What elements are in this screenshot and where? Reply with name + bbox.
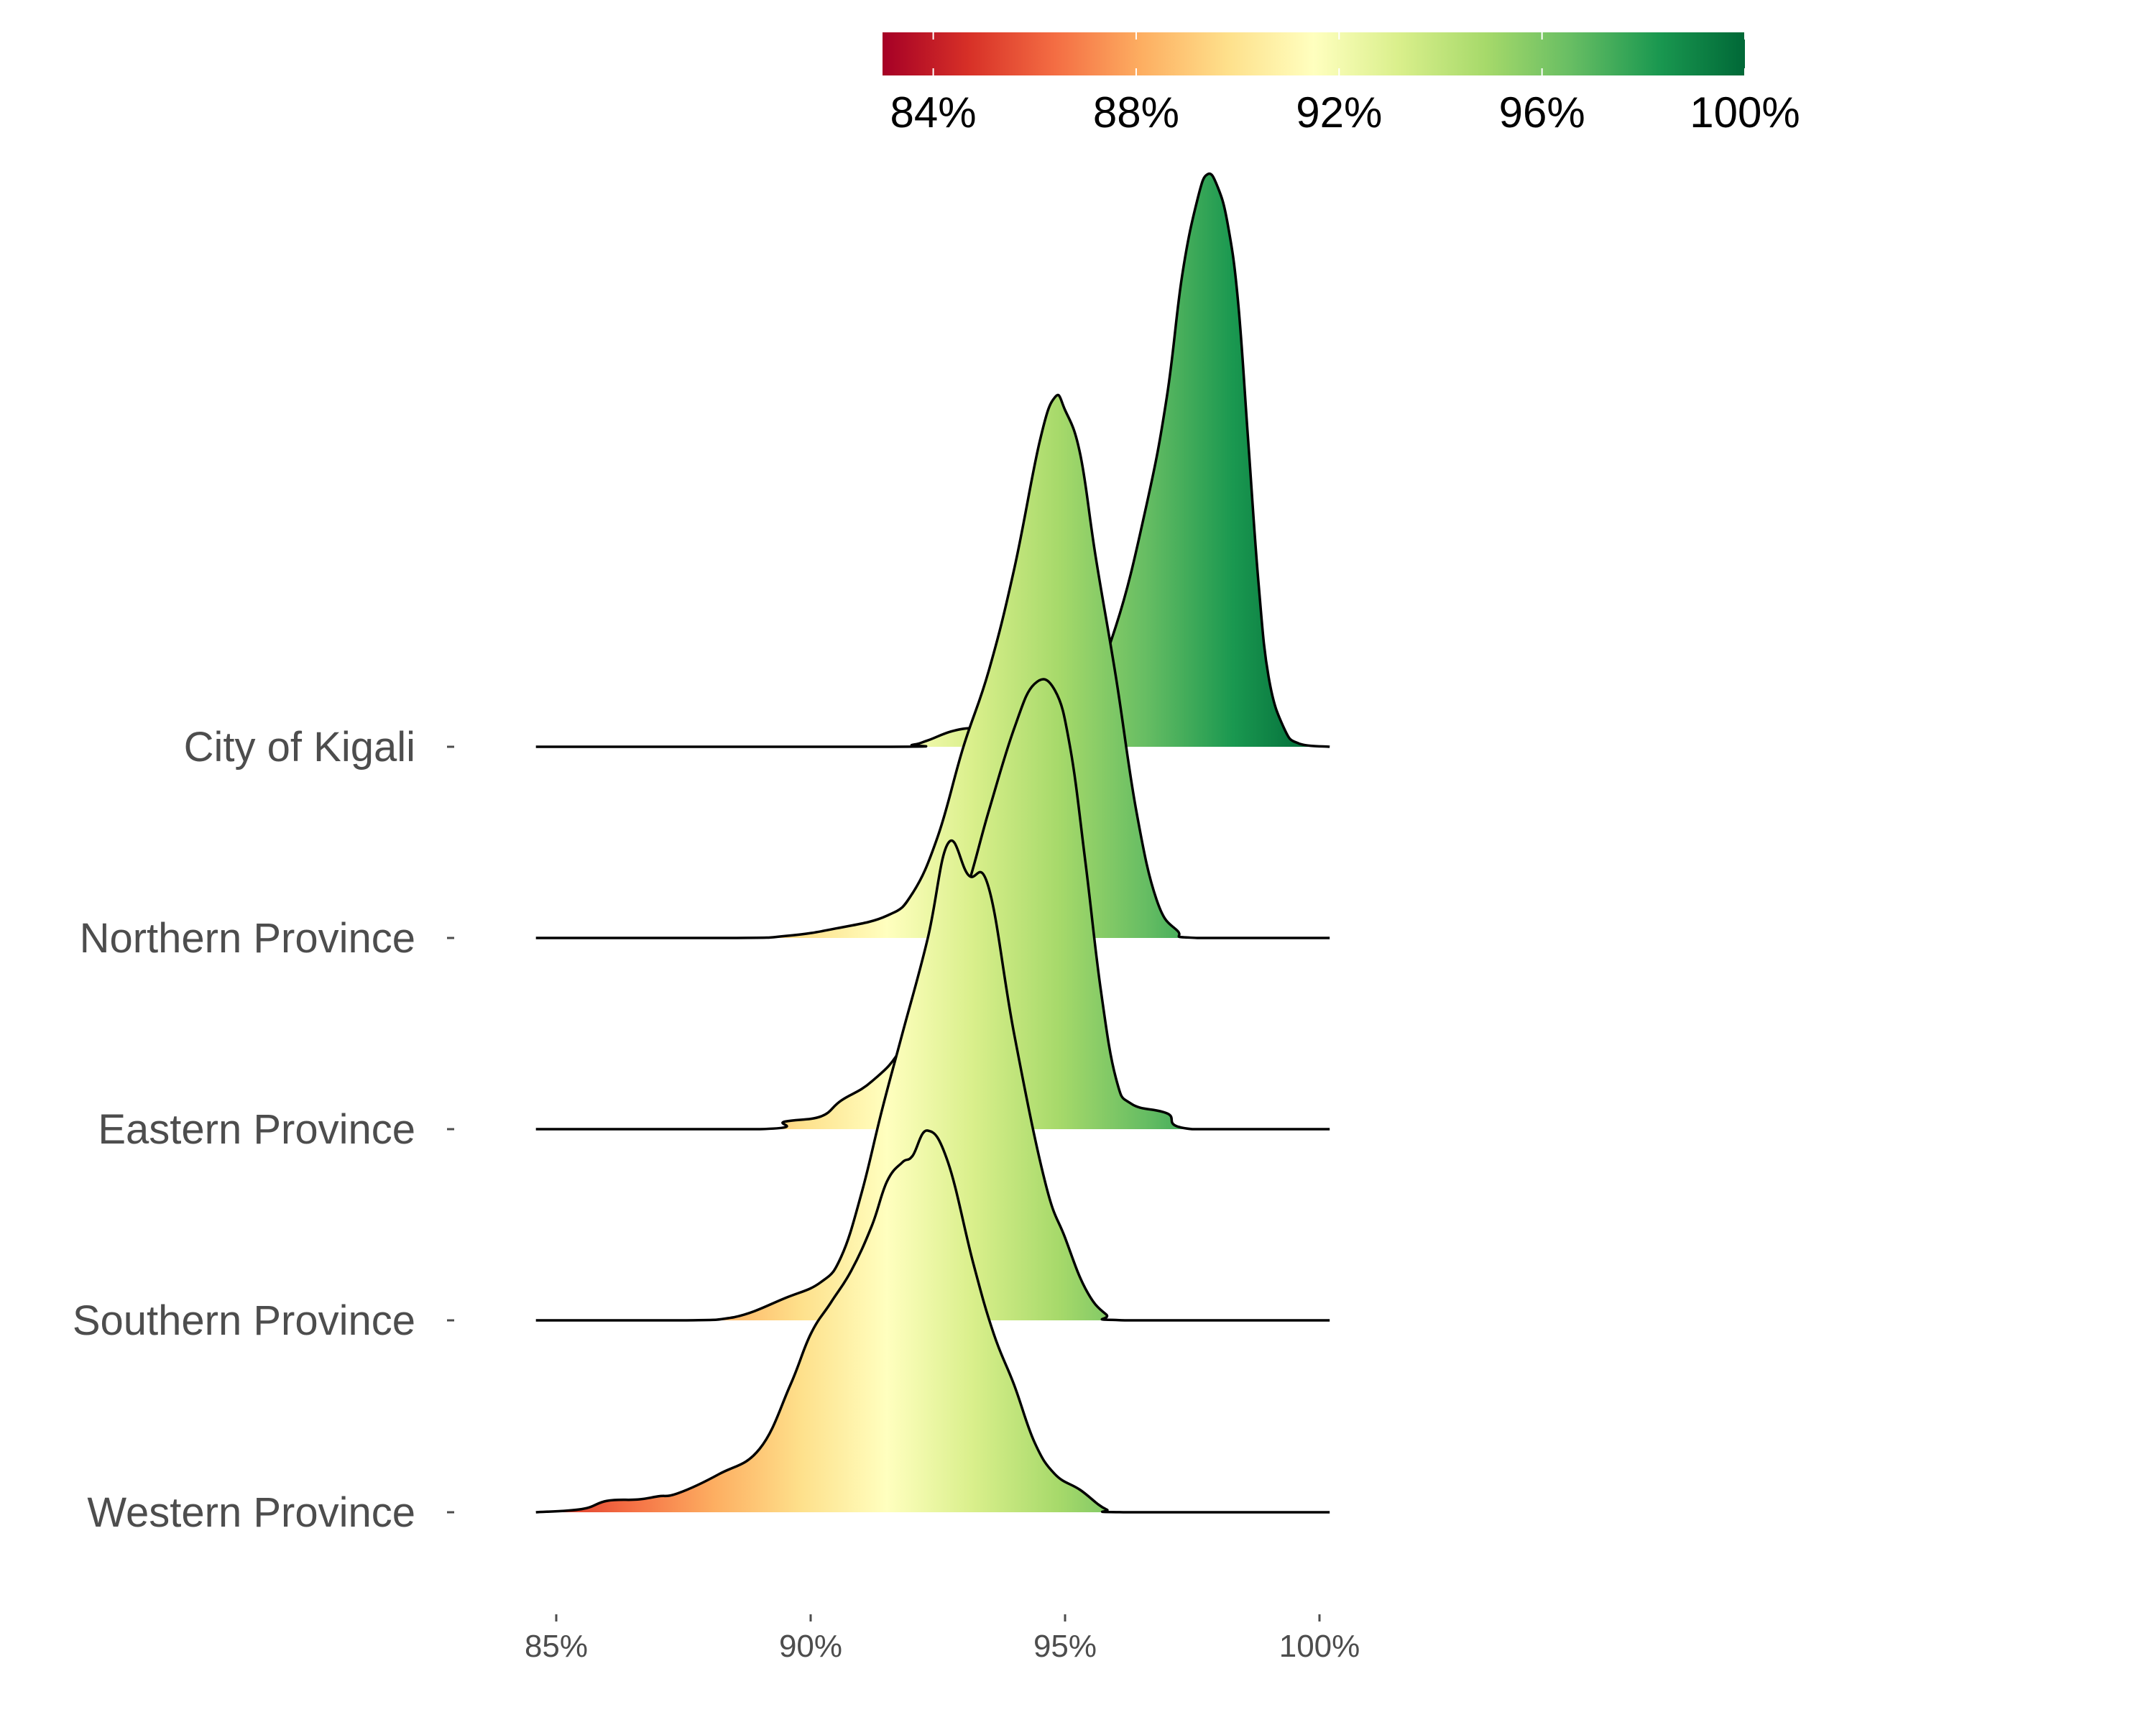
y-tick-label: Northern Province <box>80 915 415 962</box>
x-tick-label: 100% <box>1279 1629 1360 1664</box>
y-tick-label: Western Province <box>87 1489 415 1536</box>
ridge-outline <box>535 1129 1330 1514</box>
colorbar <box>883 32 1745 75</box>
y-tick-label: City of Kigali <box>184 724 415 770</box>
colorbar-tick-label: 84% <box>890 88 977 137</box>
ridge-outline <box>535 678 1330 1131</box>
colorbar-legend: 84% 88% 92% 96% 100% <box>883 32 1800 137</box>
ridge-area <box>535 395 1330 938</box>
ridge-southern-province <box>535 840 1330 1322</box>
ridge-outline <box>535 393 1330 939</box>
x-axis: 85% 90% 95% 100% <box>525 1614 1360 1664</box>
ridge-outline <box>535 840 1330 1322</box>
x-tick-label: 85% <box>525 1629 588 1664</box>
y-tick-label: Eastern Province <box>98 1106 415 1153</box>
ridge-area <box>535 840 1330 1320</box>
ridge-series <box>535 172 1330 1514</box>
colorbar-tick-label: 92% <box>1296 88 1382 137</box>
y-axis: City of Kigali Northern Province Eastern P… <box>73 724 454 1536</box>
x-tick-label: 95% <box>1033 1629 1097 1664</box>
colorbar-tick-label: 88% <box>1093 88 1179 137</box>
ridge-city-of-kigali <box>535 172 1330 748</box>
ridge-western-province <box>535 1129 1330 1514</box>
colorbar-tick-label: 100% <box>1690 88 1800 137</box>
ridge-northern-province <box>535 393 1330 939</box>
x-tick-label: 90% <box>779 1629 842 1664</box>
ridge-outline <box>535 172 1330 748</box>
y-tick-label: Southern Province <box>73 1297 415 1344</box>
ridge-area <box>535 173 1330 748</box>
colorbar-tick-label: 96% <box>1499 88 1585 137</box>
ridge-area <box>535 1130 1330 1512</box>
